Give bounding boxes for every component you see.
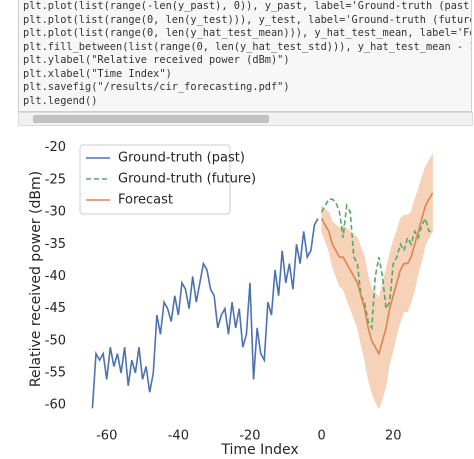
x-tick-label: -20 — [239, 429, 260, 444]
y-tick-label: -35 — [45, 237, 66, 252]
code-line: plt.xlabel("Time Index") — [23, 67, 172, 80]
x-tick-label: 20 — [385, 429, 402, 444]
code-cell: plt.plot(list(range(-len(y_past), 0)), y… — [18, 0, 472, 112]
series-line — [320, 192, 434, 356]
y-tick-label: -30 — [45, 205, 66, 220]
code-line: plt.plot(list(range(-len(y_past), 0)), y… — [23, 0, 471, 12]
legend-label: Ground-truth (future) — [118, 172, 256, 187]
y-tick-label: -20 — [45, 140, 66, 155]
y-tick-label: -25 — [45, 172, 66, 187]
horizontal-scrollbar[interactable] — [18, 112, 473, 126]
code-line: plt.legend() — [23, 94, 98, 107]
x-axis-label: Time Index — [220, 442, 298, 458]
y-tick-label: -60 — [45, 398, 66, 413]
code-line: plt.plot(list(range(0, len(y_hat_test_me… — [23, 27, 471, 39]
x-tick-label: 0 — [317, 429, 325, 444]
y-tick-label: -55 — [45, 365, 66, 380]
code-line: plt.fill_between(list(range(0, len(y_hat… — [23, 40, 471, 53]
y-tick-label: -40 — [45, 269, 66, 284]
code-line: plt.plot(list(range(0, len(y_test))), y_… — [23, 13, 471, 26]
x-tick-label: -60 — [96, 429, 117, 444]
code-line: plt.ylabel("Relative received power (dBm… — [23, 54, 290, 66]
series-line — [91, 218, 319, 409]
confidence-band — [321, 153, 433, 410]
y-axis-label: Relative received power (dBm) — [28, 171, 44, 387]
x-tick-label: -40 — [168, 429, 189, 444]
scroll-thumb[interactable] — [33, 115, 269, 123]
y-tick-label: -45 — [45, 301, 66, 316]
code-line: plt.savefig("/results/cir_forecasting.pd… — [23, 81, 290, 93]
y-tick-label: -50 — [45, 333, 66, 348]
legend-label: Ground-truth (past) — [118, 151, 245, 166]
legend-box — [79, 144, 231, 215]
legend-label: Forecast — [118, 193, 173, 208]
